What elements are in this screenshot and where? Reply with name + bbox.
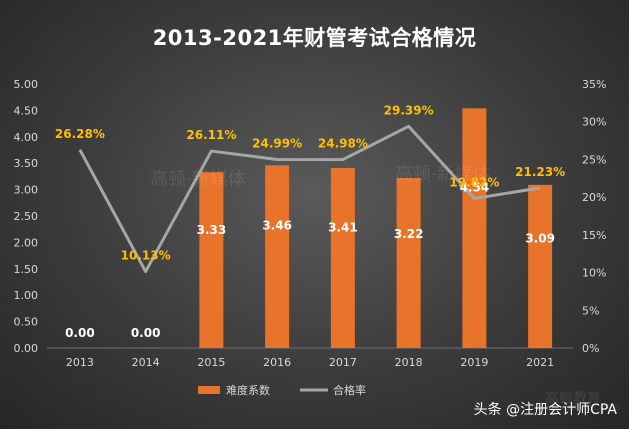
y-right-tick-label: 0% [582,342,599,355]
line-value-label: 24.99% [252,137,302,151]
y-left-tick-label: 0.50 [14,316,39,329]
watermark-4: GOLDEN EDUCATION [547,404,621,412]
bar [462,108,487,349]
line-value-label: 26.11% [186,128,236,142]
bar [199,172,224,348]
y-right-tick-label: 10% [582,267,606,280]
bar-value-label: 3.22 [394,227,424,241]
y-left-tick-label: 4.00 [14,131,39,144]
watermark-3: 高顿教育 [545,391,601,407]
y-right-tick-label: 30% [582,116,606,129]
y-left-tick-label: 3.00 [14,184,39,197]
bar-value-label: 3.46 [262,219,292,233]
bar [265,165,290,348]
y-right-tick-label: 5% [582,304,599,317]
y-left-tick-label: 4.50 [14,104,39,117]
legend-label-line: 合格率 [333,383,366,397]
bar-value-label: 3.09 [525,232,555,246]
y-left-tick-label: 3.50 [14,157,39,170]
bar-value-label: 3.41 [328,220,358,234]
line-value-label: 21.23% [515,165,565,179]
y-right-tick-label: 15% [582,229,606,242]
x-tick-label: 2016 [263,356,291,369]
y-left-tick-label: 1.00 [14,289,39,302]
chart-title: 2013-2021年财管考试合格情况 [152,26,477,50]
bar-value-label: 0.00 [65,326,95,340]
x-tick-label: 2013 [66,356,94,369]
y-left-tick-label: 5.00 [14,78,39,91]
x-tick-label: 2019 [460,356,488,369]
line-value-label: 29.39% [384,103,434,117]
watermark-2: 高顿·新媒体 [395,164,491,185]
bar [396,177,421,348]
y-right-tick-label: 20% [582,191,606,204]
y-right-tick-label: 25% [582,153,606,166]
legend-swatch-bar [198,386,220,394]
bar-value-label: 0.00 [131,326,161,340]
x-tick-label: 2015 [197,356,225,369]
x-tick-label: 2017 [329,356,357,369]
line-value-label: 19.82% [449,176,499,190]
y-left-tick-label: 2.50 [14,210,39,223]
line-value-label: 24.98% [318,137,368,151]
line-value-label: 26.28% [55,127,105,141]
series-line [78,124,541,274]
x-tick-label: 2014 [132,356,160,369]
bar-value-label: 4.54 [460,180,490,194]
y-left-tick-label: 1.50 [14,263,39,276]
watermark-1: 高顿·新媒体 [150,169,246,190]
y-left-tick-label: 2.00 [14,236,39,249]
x-tick-label: 2021 [526,356,554,369]
y-right-tick-label: 35% [582,78,606,91]
bar [528,184,553,348]
x-tick-label: 2018 [395,356,423,369]
bar [330,167,355,348]
legend-label-bar: 难度系数 [226,383,270,397]
footer-source: 头条 @注册会计师CPA [473,402,617,418]
y-left-tick-label: 0.00 [14,342,39,355]
bar-value-label: 3.33 [197,223,227,237]
line-value-label: 10.13% [121,249,171,263]
